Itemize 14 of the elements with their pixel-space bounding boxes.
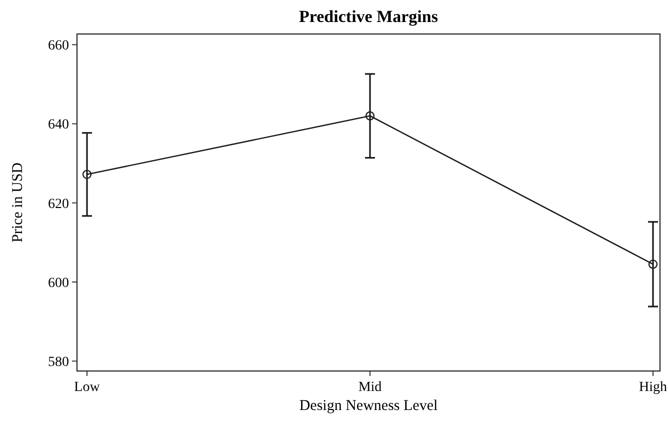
x-tick-label: Low	[74, 380, 101, 395]
point	[648, 260, 658, 269]
y-tick-label: 600	[48, 276, 69, 291]
y-axis-title: Price in USD	[10, 162, 26, 242]
y-tick-label: 620	[48, 196, 69, 212]
y-tick-label: 660	[48, 38, 69, 54]
chart-title: Predictive Margins	[299, 7, 438, 26]
point	[365, 111, 375, 120]
point	[82, 170, 92, 180]
x-axis-title: Design Newness Level	[299, 398, 438, 414]
x-tick-label: Mid	[358, 380, 382, 395]
y-tick-label: 640	[48, 118, 69, 133]
x-tick-label: High	[639, 380, 667, 395]
y-tick-label: 580	[48, 355, 69, 370]
